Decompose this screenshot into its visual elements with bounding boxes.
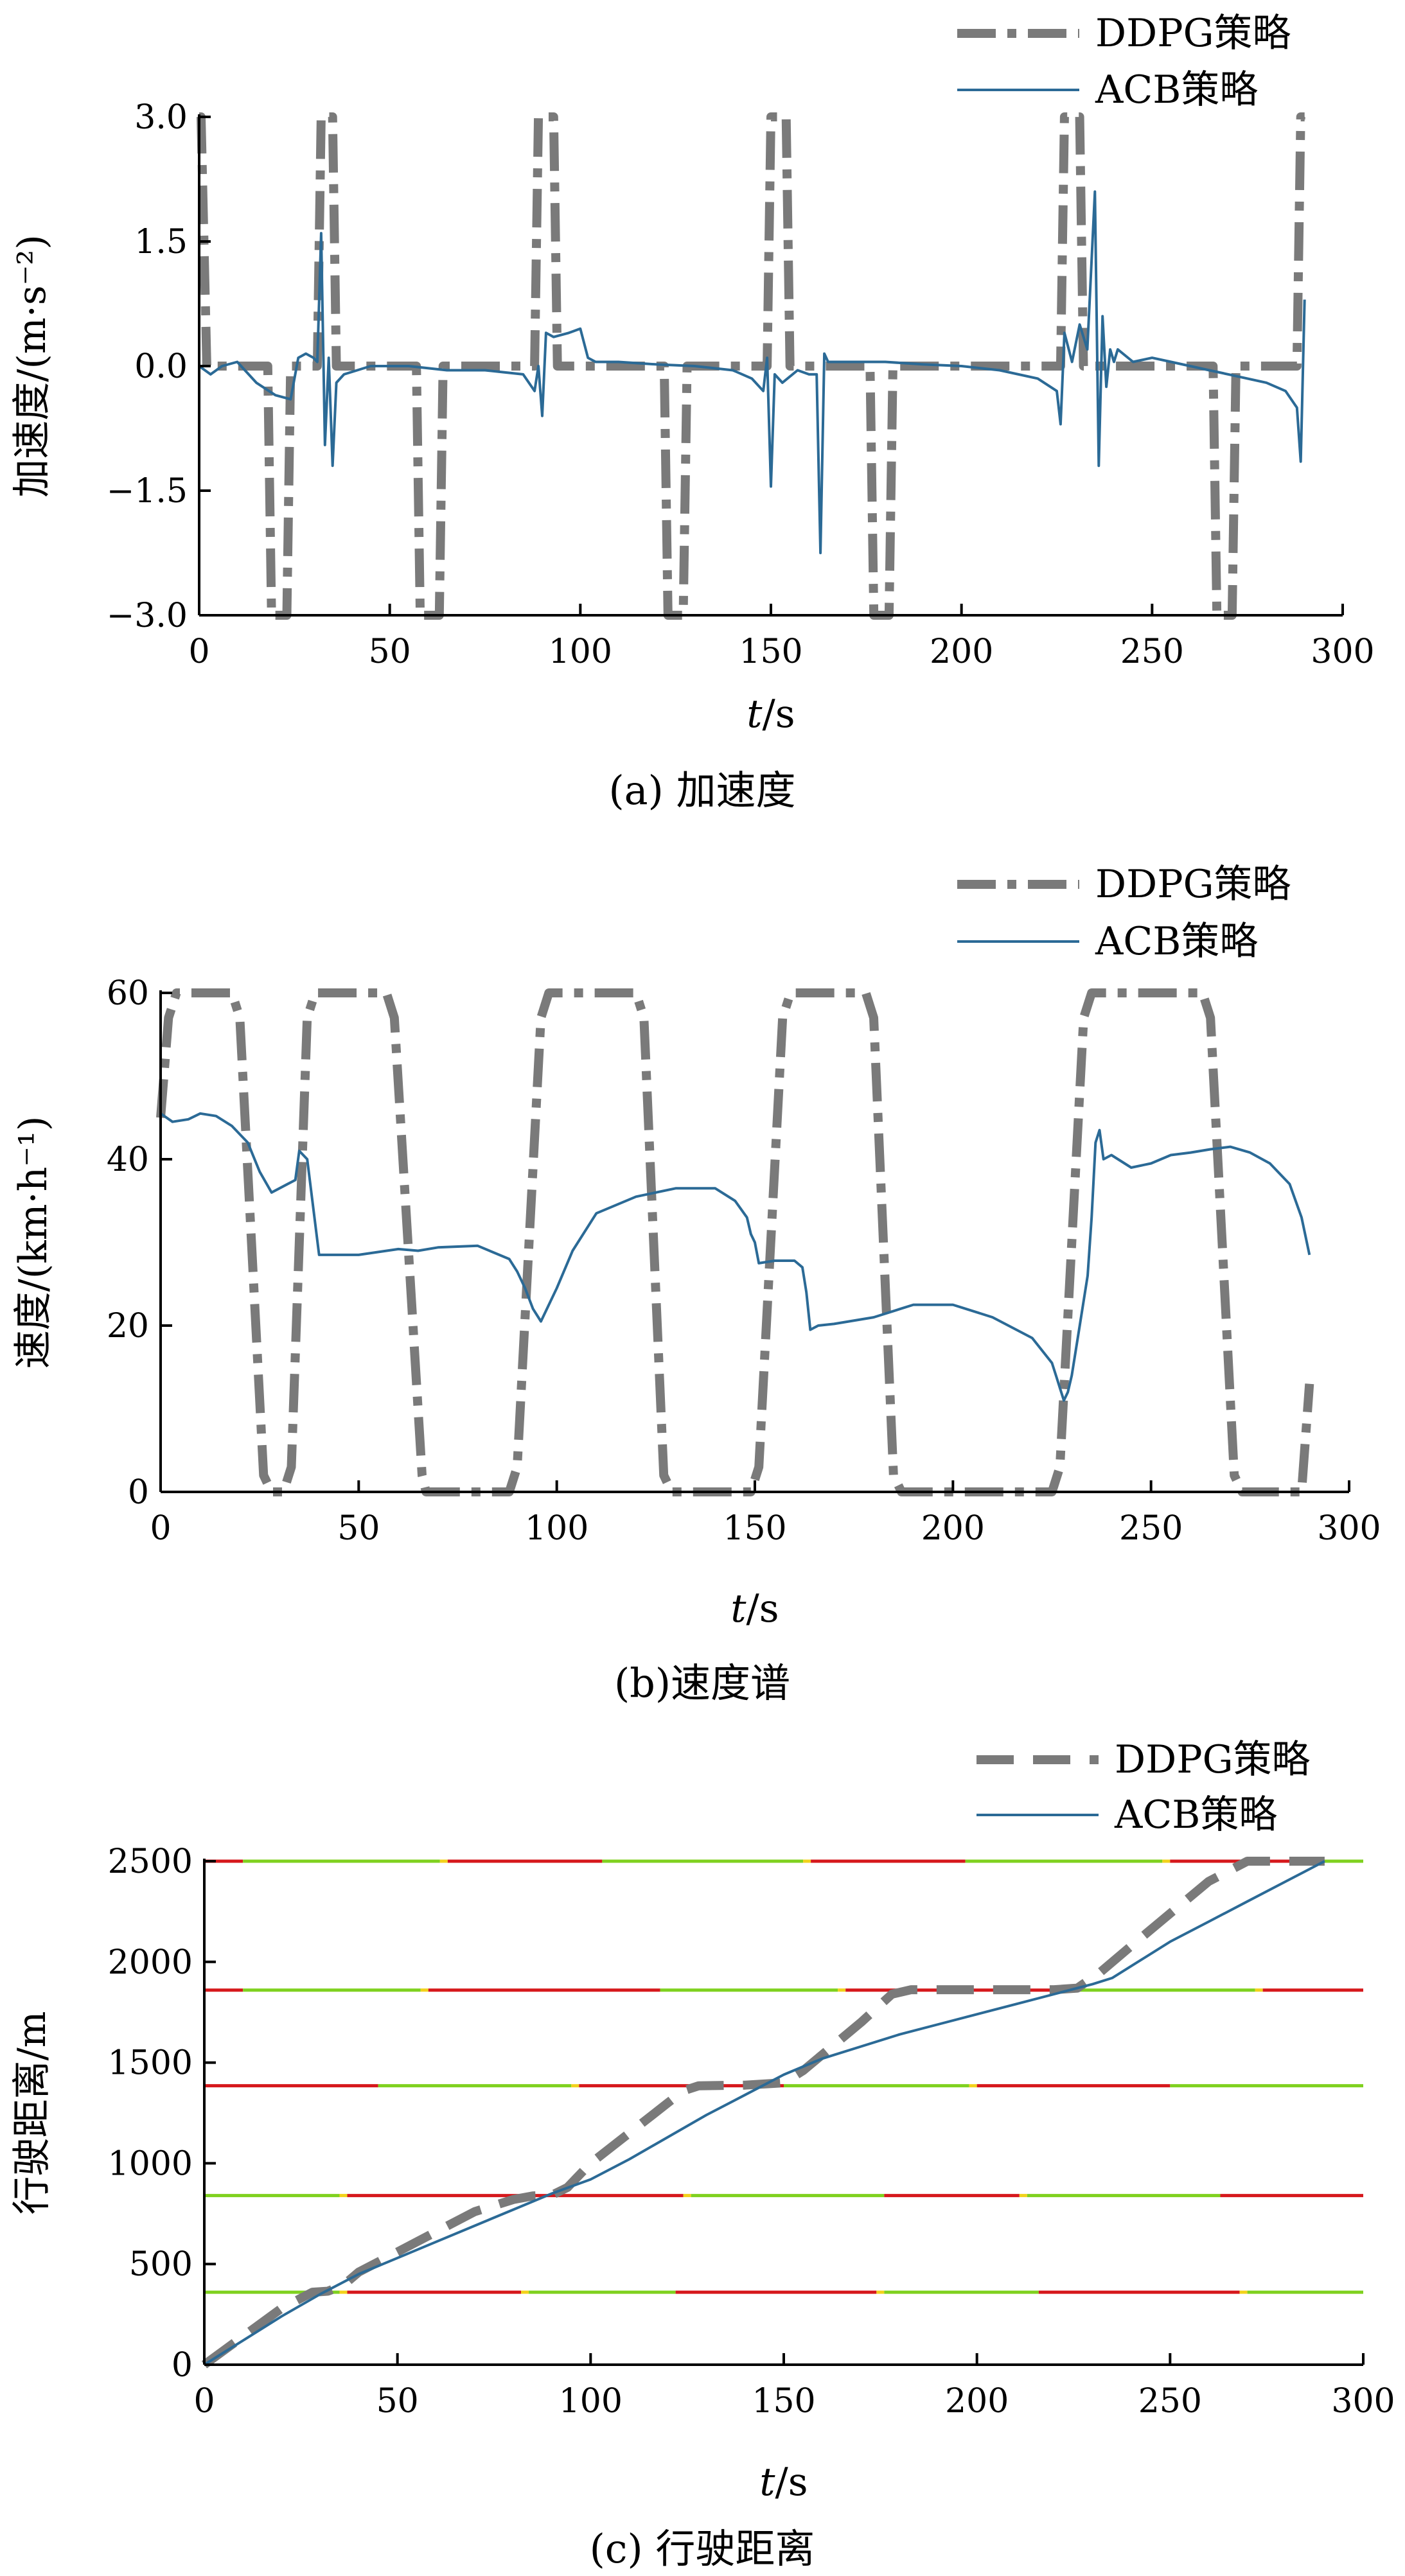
series-line-acb (203, 1860, 1325, 2366)
y-axis-label: 行驶距离/m (10, 2011, 55, 2214)
legend-label-ddpg: DDPG策略 (1095, 11, 1291, 56)
y-tick-label: 0 (128, 1473, 149, 1512)
x-tick-label: 100 (525, 1509, 588, 1548)
series-line-ddpg (156, 988, 1314, 1496)
x-tick-label: 250 (1138, 2382, 1202, 2421)
x-tick-label: 150 (739, 633, 802, 671)
legend-label-acb: ACB策略 (1095, 67, 1258, 112)
x-axis-label-unit: /s (747, 1586, 779, 1631)
x-tick-label: 150 (752, 2382, 815, 2421)
legend: DDPG策略 ACB策略 (976, 1737, 1311, 1837)
y-axis-label: 加速度/(m·s⁻²) (10, 234, 55, 498)
y-tick-label: 1000 (108, 2144, 193, 2183)
panel-caption: (b)速度谱 (614, 1660, 790, 1706)
x-tick-label: 0 (188, 633, 209, 671)
y-tick-label: −1.5 (107, 472, 188, 511)
y-tick-label: 60 (107, 974, 149, 1013)
x-tick-label: 50 (369, 633, 411, 671)
y-tick-label: 1500 (108, 2044, 193, 2083)
x-tick-label: 200 (945, 2382, 1009, 2421)
x-axis-label-variable: t (730, 1586, 747, 1631)
x-axis-label-variable: t (759, 2460, 775, 2505)
y-tick-label: 0 (172, 2346, 193, 2385)
y-tick-label: 40 (107, 1141, 149, 1179)
y-tick-label: 3.0 (134, 98, 188, 137)
x-tick-label: 0 (150, 1509, 171, 1548)
x-axis-label: t/s (759, 2460, 808, 2505)
x-tick-label: 50 (376, 2382, 419, 2421)
x-tick-label: 100 (549, 633, 612, 671)
x-tick-label: 200 (921, 1509, 985, 1548)
legend-label-ddpg: DDPG策略 (1095, 862, 1291, 907)
x-tick-label: 250 (1120, 633, 1184, 671)
y-tick-label: 500 (129, 2245, 193, 2284)
y-tick-label: 0.0 (134, 347, 188, 386)
y-tick-label: 1.5 (134, 223, 188, 261)
y-axis-label: 速度/(km·h⁻¹) (11, 1116, 56, 1369)
x-tick-label: 200 (930, 633, 993, 671)
x-tick-label: 0 (193, 2382, 215, 2421)
y-tick-label: −3.0 (107, 597, 188, 635)
x-axis-label: t/s (730, 1586, 779, 1631)
x-tick-label: 250 (1119, 1509, 1183, 1548)
x-tick-label: 50 (337, 1509, 380, 1548)
y-tick-label: 2000 (108, 1943, 193, 1982)
x-tick-label: 300 (1311, 633, 1374, 671)
x-axis-label: t/s (747, 692, 795, 737)
series-line-acb (159, 1112, 1311, 1402)
panel-speed-profile: 0 50 100 150 200 250 300 0 20 40 60 t/s 速度/(km·h⁻¹) (… (11, 862, 1381, 1706)
legend: DDPG策略 ACB策略 (957, 11, 1291, 112)
x-axis-label-unit: /s (775, 2460, 808, 2505)
x-tick-label: 300 (1317, 1509, 1381, 1548)
panel-caption: (a) 加速度 (608, 767, 795, 814)
y-tick-label: 2500 (108, 1843, 193, 1881)
x-tick-label: 150 (723, 1509, 786, 1548)
series-line-acb (198, 190, 1306, 554)
legend-label-ddpg: DDPG策略 (1115, 1737, 1311, 1782)
x-tick-label: 300 (1331, 2382, 1395, 2421)
series-line-ddpg (201, 1857, 1325, 2369)
x-axis-label-unit: /s (763, 692, 795, 737)
x-tick-label: 100 (559, 2382, 623, 2421)
panel-caption: (c) 行驶距离 (590, 2525, 815, 2572)
legend: DDPG策略 ACB策略 (957, 862, 1291, 964)
y-tick-label: 20 (107, 1307, 149, 1345)
legend-label-acb: ACB策略 (1114, 1792, 1277, 1837)
panel-driving-distance: 0 50 100 150 200 250 300 0 500 1000 1500 2000 2500 t/… (10, 1737, 1395, 2572)
series-line-ddpg (197, 112, 1305, 620)
legend-label-acb: ACB策略 (1095, 919, 1258, 964)
panel-acceleration: 0 50 100 150 200 250 300 −3.0 −1.5 0.0 1.5 3.0 t/s 加速… (10, 11, 1375, 814)
x-axis-label-variable: t (747, 692, 763, 737)
